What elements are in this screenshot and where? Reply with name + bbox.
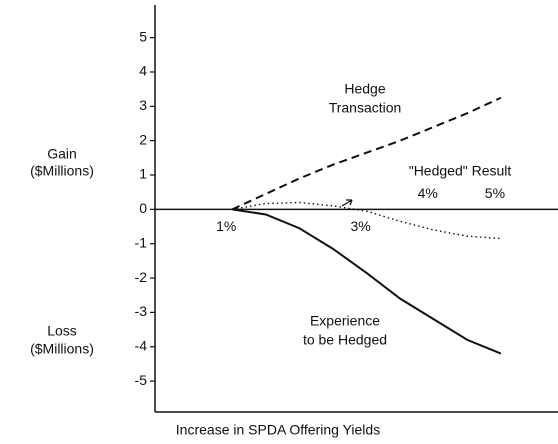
series-annotation: Transaction [329,100,402,116]
series-annotation: "Hedged" Result [409,163,512,179]
x-tick-label: 3% [350,218,370,234]
gain-label: Gain [47,146,77,162]
loss-label: ($Millions) [30,341,94,357]
y-tick-label: -5 [135,372,148,388]
series-line [232,208,502,355]
series-annotation: Hedge [344,81,385,97]
y-tick-label: 2 [139,131,147,147]
y-tick-label: 5 [139,28,147,44]
y-tick-label: -2 [135,269,148,285]
gain-label: ($Millions) [30,163,94,179]
series-line [232,201,501,240]
x-axis-label: Increase in SPDA Offering Yields [176,422,380,438]
series-line [231,96,502,211]
y-tick-label: -3 [135,303,148,319]
x-tick-label: 4% [418,185,438,201]
y-tick-label: 4 [139,63,147,79]
y-tick-label: -1 [135,234,148,250]
y-tick-label: 0 [139,200,147,216]
pointer-arrow [341,199,353,207]
y-tick-label: -4 [135,337,148,353]
x-tick-label: 5% [485,185,505,201]
loss-label: Loss [47,323,77,339]
series-annotation: Experience [310,313,380,329]
x-tick-label: 1% [216,218,236,234]
y-tick-label: 3 [139,97,147,113]
y-tick-label: 1 [139,166,147,182]
series-annotation: to be Hedged [303,332,387,348]
